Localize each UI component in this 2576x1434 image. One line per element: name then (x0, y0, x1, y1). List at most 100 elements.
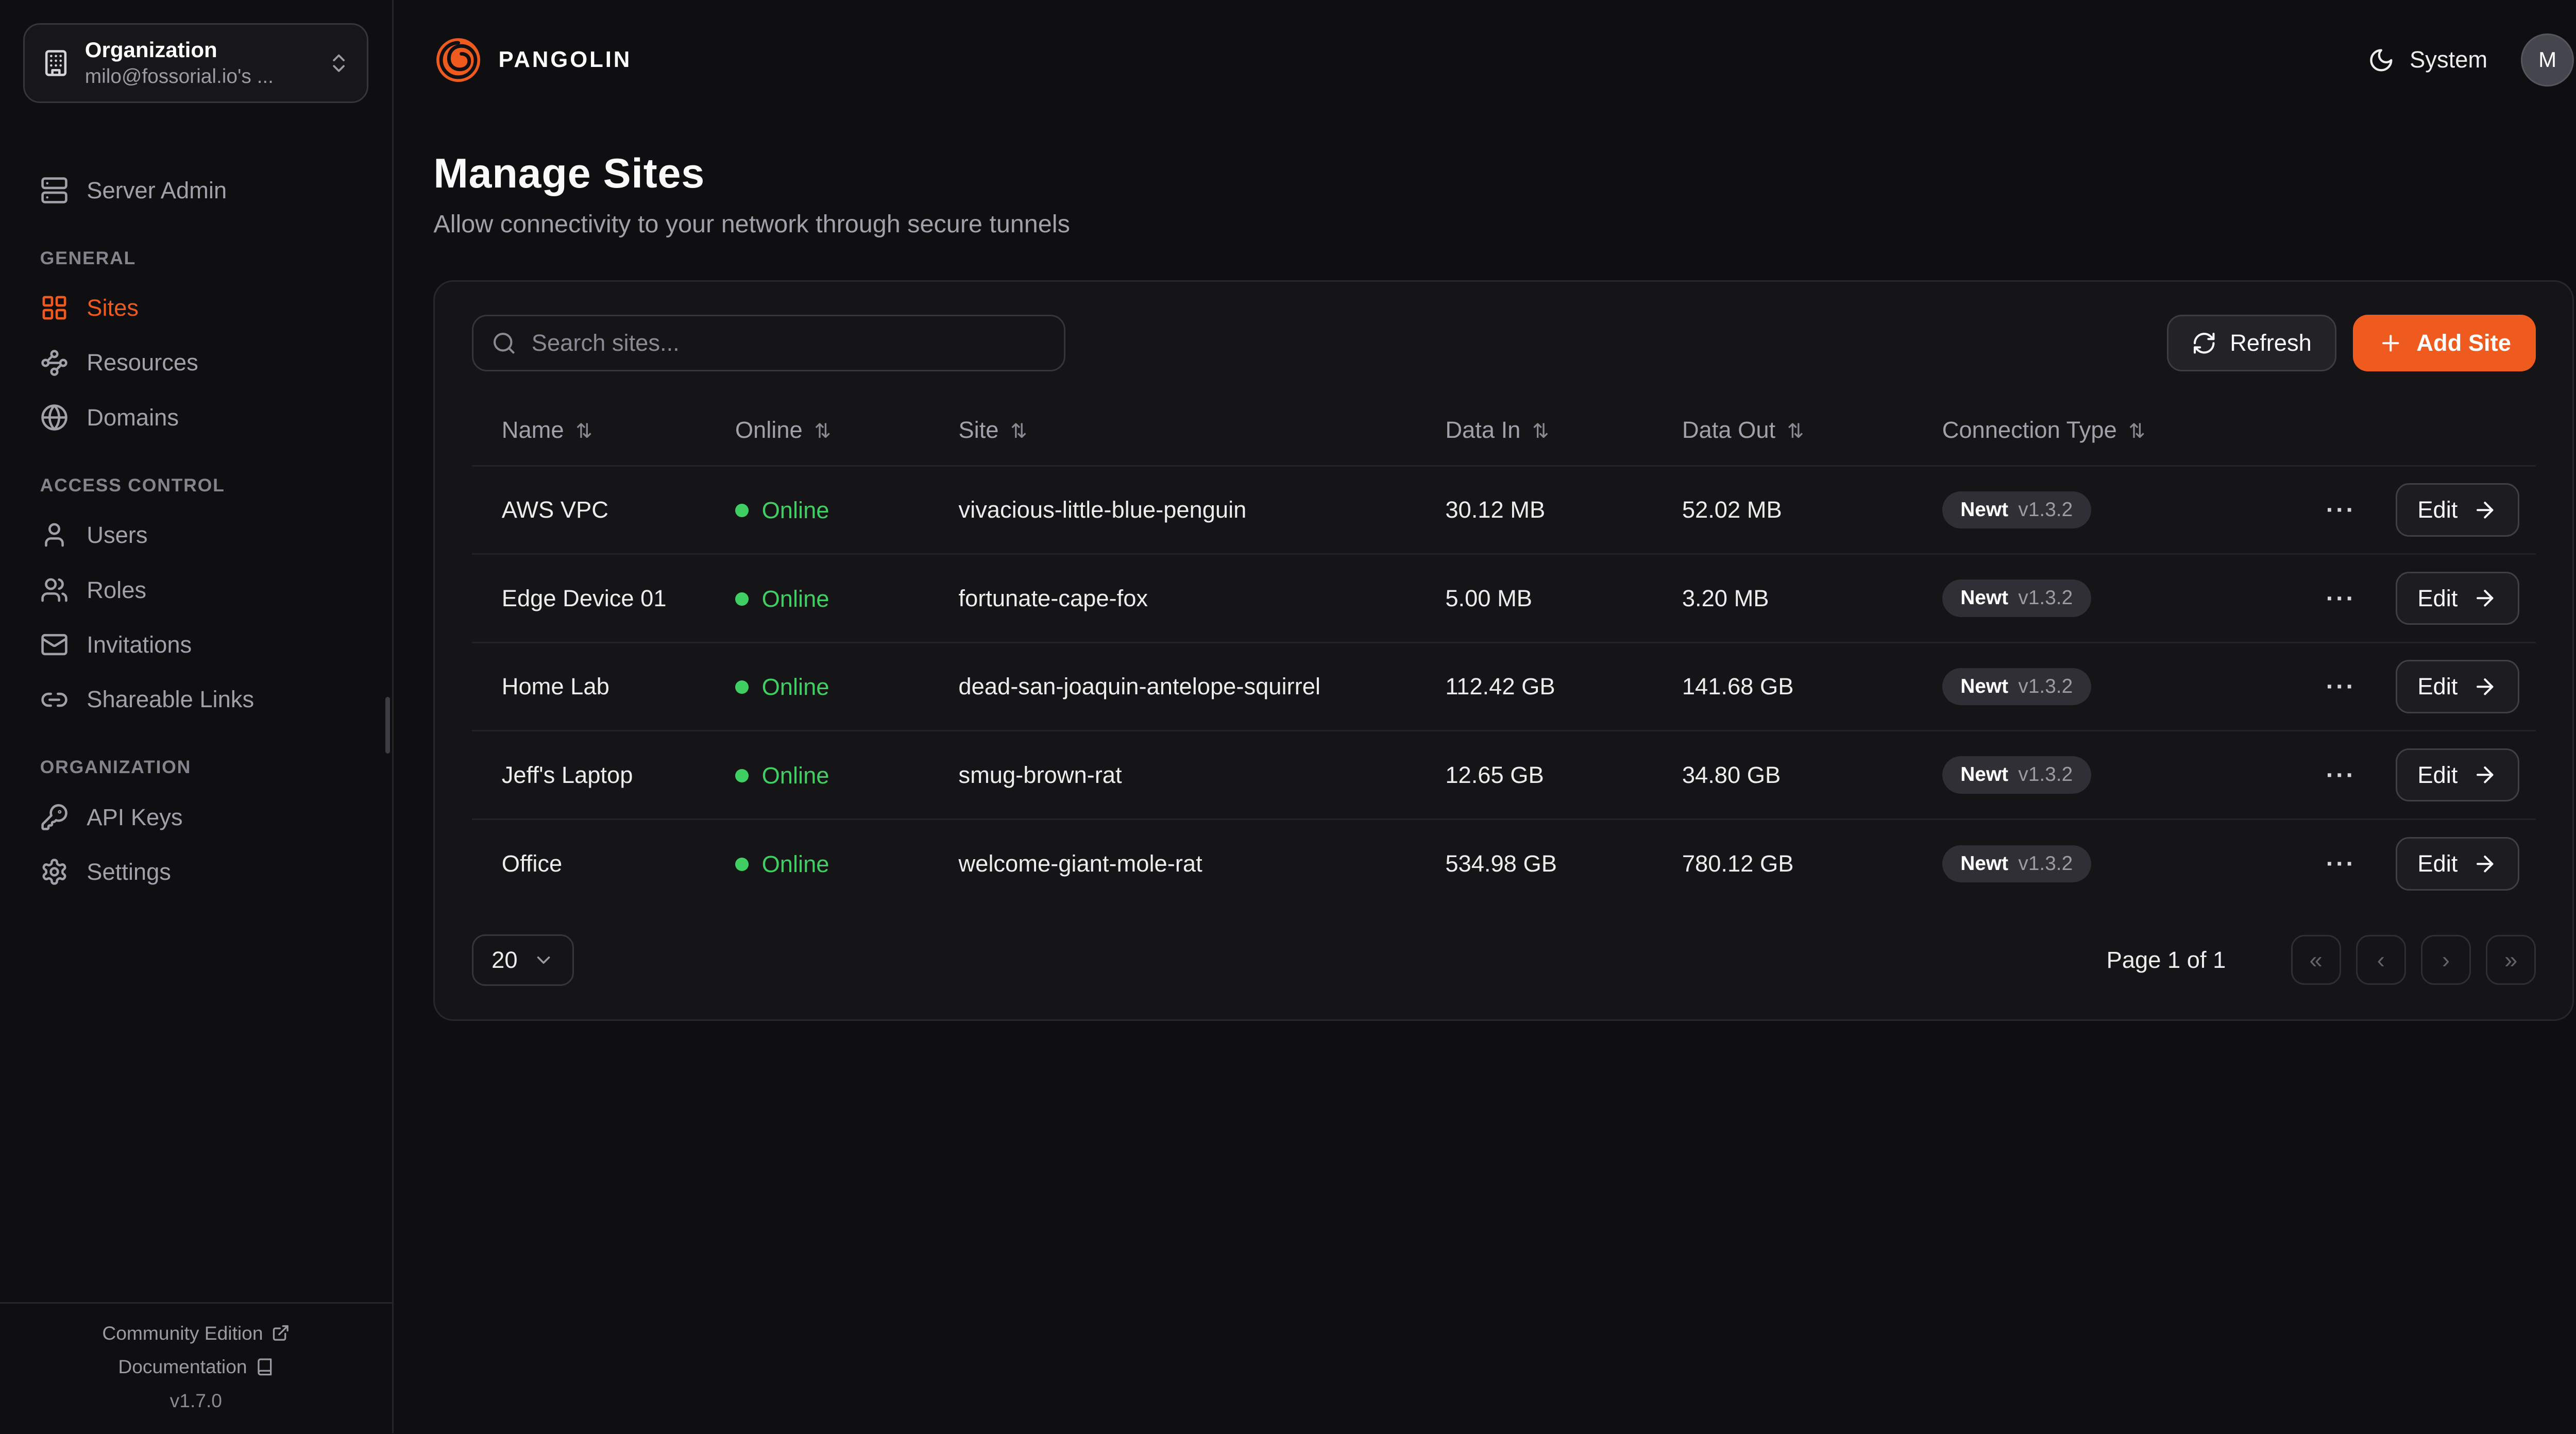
gear-icon (42, 859, 66, 885)
pangolin-logo-icon (436, 38, 481, 82)
ellipsis-icon: ··· (2326, 496, 2356, 524)
section-title-access-control: ACCESS CONTROL (40, 474, 225, 496)
sidebar-scrollbar[interactable] (385, 696, 391, 754)
refresh-button[interactable]: Refresh (2166, 315, 2337, 372)
data-out-cell: 3.20 MB (1665, 553, 1926, 643)
online-status: Online (735, 497, 829, 524)
edit-button[interactable]: Edit (2396, 837, 2519, 891)
online-dot-icon (735, 504, 749, 518)
site-name-cell: Office (471, 818, 719, 908)
column-header-data-in[interactable]: Data In ⇅ (1429, 395, 1666, 466)
topbar-right: System M (2368, 33, 2574, 87)
chevron-down-icon (537, 956, 550, 964)
server-icon (41, 177, 67, 203)
page-content: Manage Sites Allow connectivity to your … (394, 120, 2576, 1061)
row-menu-button[interactable]: ··· (2319, 757, 2363, 793)
row-menu-button[interactable]: ··· (2319, 581, 2363, 616)
column-header-name[interactable]: Name ⇅ (472, 395, 719, 466)
last-page-button[interactable]: » (2486, 935, 2536, 985)
connection-name: Newt (1960, 852, 2009, 875)
column-header-online[interactable]: Online ⇅ (718, 395, 942, 466)
column-header-site[interactable]: Site ⇅ (942, 395, 1429, 466)
page-info: Page 1 of 1 (2106, 946, 2226, 973)
connection-name: Newt (1960, 587, 2009, 609)
table-row: Jeff's Laptop Online smug-brown-rat 12.6… (471, 730, 2536, 820)
connection-type-badge: Newt v1.3.2 (1942, 845, 2091, 883)
community-edition-link[interactable]: Community Edition (13, 1322, 379, 1344)
table-footer: 20 Page 1 of 1 « ‹ › » (471, 934, 2536, 986)
brand: PANGOLIN (433, 35, 632, 85)
sidebar-footer: Community Edition Documentation v1.7.0 (0, 1302, 392, 1433)
topbar: PANGOLIN System M (394, 0, 2576, 120)
edit-button[interactable]: Edit (2396, 483, 2519, 537)
chevron-right-icon: › (2442, 946, 2450, 973)
column-header-connection-type[interactable]: Connection Type ⇅ (1925, 395, 2252, 466)
documentation-link[interactable]: Documentation (13, 1356, 379, 1378)
row-menu-button[interactable]: ··· (2319, 669, 2363, 705)
previous-page-button[interactable]: ‹ (2355, 935, 2406, 985)
arrow-right-icon (2477, 766, 2494, 783)
theme-toggle-button[interactable]: System (2368, 46, 2487, 73)
organization-icon (45, 50, 66, 76)
column-header-data-out[interactable]: Data Out ⇅ (1665, 395, 1925, 466)
sidebar-item-users[interactable]: Users (23, 508, 368, 562)
sort-icon[interactable]: ⇅ (2128, 420, 2145, 442)
org-switcher-value: milo@fossorial.io's ... (84, 65, 274, 88)
chevrons-up-down-icon (333, 54, 345, 72)
sidebar: Organization milo@fossorial.io's ... Ser… (0, 0, 394, 1433)
globe-icon (41, 404, 67, 431)
online-status: Online (735, 762, 829, 789)
edit-button[interactable]: Edit (2396, 748, 2519, 802)
edit-label: Edit (2417, 761, 2458, 788)
table-row: AWS VPC Online vivacious-little-blue-pen… (471, 465, 2536, 554)
site-name-cell: Jeff's Laptop (471, 730, 719, 820)
site-slug-cell: welcome-giant-mole-rat (942, 818, 1429, 908)
external-link-icon (273, 1325, 289, 1341)
row-menu-button[interactable]: ··· (2319, 846, 2363, 881)
next-page-button[interactable]: › (2420, 935, 2471, 985)
data-out-cell: 34.80 GB (1665, 730, 1926, 820)
sort-icon[interactable]: ⇅ (1010, 420, 1027, 442)
sort-icon[interactable]: ⇅ (814, 420, 831, 442)
sidebar-item-invitations[interactable]: Invitations (23, 617, 368, 672)
edit-button[interactable]: Edit (2396, 660, 2519, 713)
sidebar-item-label: Domains (87, 404, 179, 431)
sites-grid-icon (42, 296, 66, 320)
arrow-right-icon (2477, 501, 2494, 519)
data-out-cell: 141.68 GB (1665, 641, 1926, 731)
row-menu-button[interactable]: ··· (2319, 492, 2363, 528)
online-status: Online (735, 851, 829, 878)
sort-icon[interactable]: ⇅ (575, 420, 592, 442)
section-title-general: GENERAL (40, 247, 137, 268)
brand-name: PANGOLIN (498, 47, 632, 73)
online-dot-icon (735, 680, 749, 694)
page-title: Manage Sites (433, 150, 705, 197)
search-input[interactable] (531, 330, 1045, 357)
sort-icon[interactable]: ⇅ (1532, 420, 1549, 442)
sidebar-item-api-keys[interactable]: API Keys (23, 790, 368, 844)
edit-label: Edit (2417, 585, 2458, 611)
column-label: Connection Type (1942, 416, 2117, 443)
table-row: Home Lab Online dead-san-joaquin-antelop… (471, 641, 2536, 731)
sidebar-item-sites[interactable]: Sites (23, 280, 368, 335)
sidebar-item-resources[interactable]: Resources (23, 335, 368, 390)
page-size-select[interactable]: 20 (471, 934, 574, 986)
sidebar-item-settings[interactable]: Settings (23, 845, 368, 899)
sidebar-item-shareable-links[interactable]: Shareable Links (23, 672, 368, 727)
avatar[interactable]: M (2520, 33, 2574, 87)
connection-name: Newt (1960, 675, 2009, 697)
edit-button[interactable]: Edit (2396, 571, 2519, 625)
search-box (471, 315, 1065, 372)
org-switcher[interactable]: Organization milo@fossorial.io's ... (23, 23, 369, 103)
first-page-button[interactable]: « (2291, 935, 2341, 985)
sidebar-item-domains[interactable]: Domains (23, 390, 368, 445)
sort-icon[interactable]: ⇅ (1787, 420, 1804, 442)
sidebar-item-roles[interactable]: Roles (23, 562, 368, 617)
sidebar-item-server-admin[interactable]: Server Admin (23, 163, 368, 217)
section-title-organization: ORGANIZATION (40, 757, 192, 778)
avatar-initial: M (2538, 47, 2557, 72)
connection-type-badge: Newt v1.3.2 (1942, 668, 2091, 706)
add-site-button[interactable]: Add Site (2353, 315, 2536, 372)
connection-type-badge: Newt v1.3.2 (1942, 756, 2091, 794)
column-label: Name (501, 416, 564, 443)
